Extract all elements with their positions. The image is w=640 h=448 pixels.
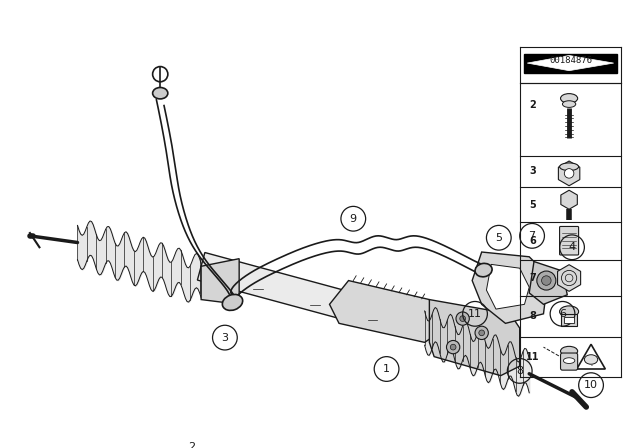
Circle shape [475, 326, 488, 340]
Ellipse shape [559, 306, 579, 317]
Text: 8: 8 [529, 311, 536, 321]
Ellipse shape [152, 87, 168, 99]
FancyBboxPatch shape [564, 317, 574, 323]
FancyBboxPatch shape [559, 226, 579, 255]
Polygon shape [330, 280, 439, 342]
Polygon shape [527, 56, 614, 71]
Ellipse shape [475, 263, 492, 277]
Ellipse shape [561, 346, 578, 356]
Polygon shape [486, 264, 529, 309]
Circle shape [447, 340, 460, 354]
Polygon shape [429, 300, 520, 376]
Text: 3: 3 [529, 167, 536, 177]
Polygon shape [524, 54, 616, 73]
Text: 7: 7 [529, 231, 536, 241]
Ellipse shape [584, 355, 598, 364]
Ellipse shape [222, 294, 243, 310]
Text: 5: 5 [529, 199, 536, 210]
Polygon shape [201, 258, 239, 304]
Circle shape [460, 316, 465, 322]
Text: 11: 11 [526, 352, 540, 362]
Text: 10: 10 [584, 380, 598, 390]
Text: !: ! [589, 358, 593, 368]
Ellipse shape [563, 101, 576, 108]
Polygon shape [561, 190, 577, 209]
Circle shape [451, 344, 456, 350]
Circle shape [564, 168, 574, 178]
Circle shape [456, 312, 469, 325]
Circle shape [479, 330, 484, 336]
Text: 6: 6 [529, 236, 536, 246]
Text: 4: 4 [568, 242, 575, 252]
Text: 7: 7 [529, 273, 536, 283]
Polygon shape [197, 253, 433, 342]
FancyBboxPatch shape [561, 353, 578, 370]
Text: 00184876: 00184876 [549, 56, 592, 65]
Ellipse shape [563, 358, 575, 363]
Text: 2: 2 [529, 100, 536, 110]
Ellipse shape [561, 94, 578, 103]
Polygon shape [472, 252, 548, 323]
Circle shape [541, 276, 551, 285]
Text: 9: 9 [349, 214, 357, 224]
FancyBboxPatch shape [561, 314, 577, 326]
Polygon shape [557, 265, 580, 291]
Circle shape [537, 271, 556, 290]
Text: 3: 3 [221, 332, 228, 343]
Text: 5: 5 [495, 233, 502, 243]
Text: 11: 11 [468, 309, 482, 319]
Text: 8: 8 [516, 366, 524, 376]
Polygon shape [529, 262, 567, 304]
Text: 2: 2 [188, 442, 195, 448]
Polygon shape [577, 344, 605, 369]
Ellipse shape [559, 163, 579, 171]
Text: 6: 6 [559, 309, 566, 319]
Text: 1: 1 [383, 364, 390, 374]
Polygon shape [558, 161, 580, 186]
